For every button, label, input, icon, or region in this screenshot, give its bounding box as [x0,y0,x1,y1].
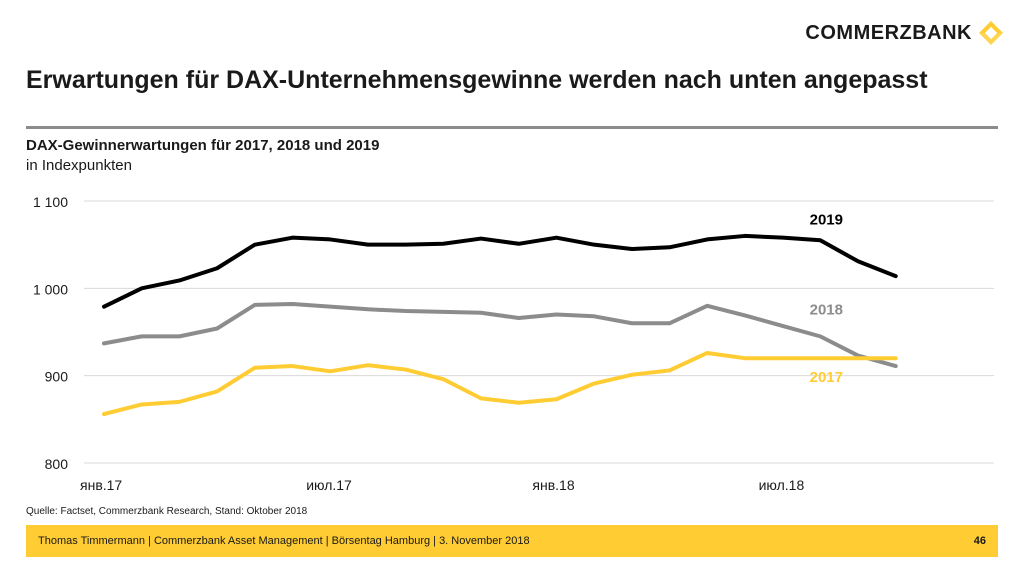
series-label-2017: 2017 [810,369,843,386]
page-title: Erwartungen für DAX-Unternehmensgewinne … [26,66,928,94]
y-tick-label: 900 [45,369,69,385]
x-tick-label: июл.18 [759,477,805,493]
x-tick-label: июл.17 [306,477,352,493]
commerzbank-logo: COMMERZBANK [805,20,1004,46]
source-note: Quelle: Factset, Commerzbank Research, S… [26,506,308,517]
dax-earnings-line-chart: 800 900 1 000 1 100 янв.17 июл.17 янв.18 июл.18… [33,194,994,493]
chart-title: DAX-Gewinnerwartungen für 2017, 2018 und… [26,137,380,154]
title-divider [26,126,998,129]
footer-text: Thomas Timmermann | Commerzbank Asset Ma… [38,535,530,547]
series-line-2019 [102,233,898,309]
series-line-2018 [102,302,898,369]
series-label-2018: 2018 [810,301,843,318]
x-tick-label: янв.17 [80,477,122,493]
page-number: 46 [973,535,986,547]
x-tick-label: янв.18 [532,477,574,493]
y-tick-label: 1 100 [33,194,68,210]
logo-text: COMMERZBANK [805,21,972,44]
footer-bar: Thomas Timmermann | Commerzbank Asset Ma… [26,525,998,557]
chart-unit: in Indexpunkten [26,157,132,174]
commerzbank-ribbon-icon [979,21,1003,45]
series-line-2017 [102,350,898,417]
y-tick-label: 800 [45,456,69,472]
series-label-2019: 2019 [810,211,843,228]
y-tick-label: 1 000 [33,281,68,297]
